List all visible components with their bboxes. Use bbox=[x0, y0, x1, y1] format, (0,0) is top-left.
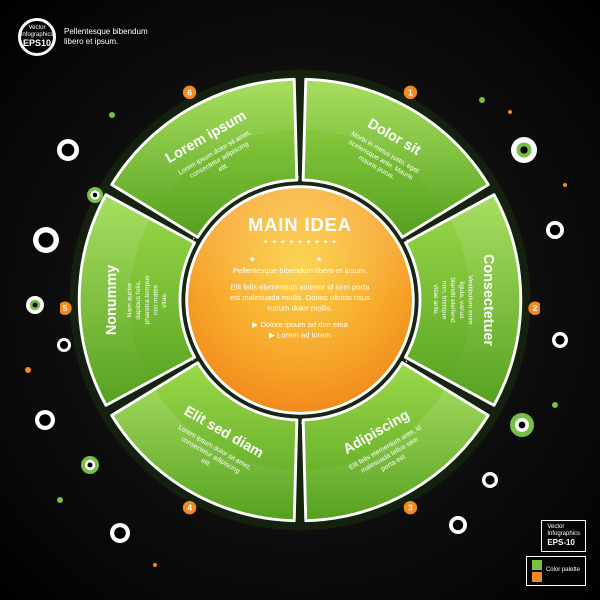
segment-body-line: nisi mattis bbox=[152, 284, 159, 315]
deco-dot bbox=[25, 367, 31, 373]
badge-eps: EPS10 bbox=[23, 39, 51, 49]
center-body-line: est malesuada mollis. Donec ultricis ris… bbox=[230, 293, 370, 302]
svg-text:3: 3 bbox=[408, 503, 413, 513]
bottom-right-badges: Vector Infographics EPS-10 Color palette bbox=[526, 520, 586, 586]
segment-body-line: vitae ante. bbox=[432, 284, 439, 315]
segment-title: Nonummy bbox=[104, 265, 120, 335]
segment-body-line: Nam auctor bbox=[127, 282, 134, 317]
segment-title: Consectetuer bbox=[480, 254, 496, 346]
eps-circle: Vector Infographics EPS10 bbox=[18, 18, 56, 56]
svg-text:1: 1 bbox=[408, 87, 413, 97]
svg-text:4: 4 bbox=[187, 503, 192, 513]
segment-body-line: blandit eleifend bbox=[449, 277, 456, 322]
center-body-line: Elit felis elementum anterior id sem por… bbox=[230, 282, 370, 291]
infographic-stage: Dolor sitMorbi in metus justo, egetscele… bbox=[60, 60, 540, 540]
segment-body-line: non, tristique bbox=[441, 281, 448, 320]
number-badge-1: 1 bbox=[404, 86, 417, 99]
segment-body-line: vitae. bbox=[161, 292, 168, 308]
center-body-line: Pellentesque bibendum libero et ipsum. bbox=[233, 266, 367, 275]
number-badge-3: 3 bbox=[404, 501, 417, 514]
deco-ring bbox=[33, 227, 59, 253]
br1-line1: Vector bbox=[547, 524, 580, 531]
segment-body-line: pharetra tempus bbox=[144, 275, 151, 325]
center-body-line: ▶ Lorem ad lorem bbox=[269, 330, 331, 339]
palette-badge: Color palette bbox=[526, 556, 586, 586]
segment-body-line: Vestibulum enim bbox=[466, 275, 473, 325]
palette-label: Color palette bbox=[546, 567, 580, 574]
center-title: MAIN IDEA bbox=[248, 214, 352, 235]
deco-ring bbox=[546, 221, 564, 239]
wheel-svg: Dolor sitMorbi in metus justo, egetscele… bbox=[60, 60, 540, 540]
deco-ring bbox=[552, 332, 568, 348]
deco-dot bbox=[552, 402, 558, 408]
segment-body-line: ligula, varius bbox=[458, 281, 465, 319]
deco-dot bbox=[563, 183, 567, 187]
swatch-orange bbox=[532, 572, 542, 582]
svg-text:2: 2 bbox=[533, 303, 538, 313]
br1-eps: EPS-10 bbox=[547, 538, 580, 548]
deco-dot bbox=[153, 563, 157, 567]
br1-line2: Infographics bbox=[547, 531, 580, 538]
badge-line1: Vector bbox=[28, 25, 45, 32]
badge-caption: Pellentesque bibendumlibero et ipsum. bbox=[64, 27, 148, 48]
deco-ring bbox=[26, 296, 44, 314]
number-badge-4: 4 bbox=[183, 501, 196, 514]
deco-ring bbox=[35, 410, 55, 430]
swatch-green bbox=[532, 560, 542, 570]
vector-badge-top-left: Vector Infographics EPS10 Pellentesque b… bbox=[18, 18, 148, 56]
segment-body-line: dapibus felis, bbox=[135, 280, 142, 319]
number-badge-6: 6 bbox=[183, 86, 196, 99]
center-stars: ★ ★ bbox=[249, 255, 351, 264]
center-circle: MAIN IDEA ✦ ✦ ✦ ✦ ✦ ✦ ✦ ✦ ✦ Pellentesque… bbox=[187, 187, 414, 414]
svg-text:6: 6 bbox=[187, 87, 192, 97]
center-body-line: ▶ Dolore ipsum ad dim etna bbox=[252, 320, 348, 329]
vector-badge-br: Vector Infographics EPS-10 bbox=[541, 520, 586, 552]
svg-text:5: 5 bbox=[63, 303, 68, 313]
center-body-line: rutrum dolor mollis. bbox=[267, 304, 332, 313]
center-divider: ✦ ✦ ✦ ✦ ✦ ✦ ✦ ✦ ✦ bbox=[263, 237, 338, 246]
